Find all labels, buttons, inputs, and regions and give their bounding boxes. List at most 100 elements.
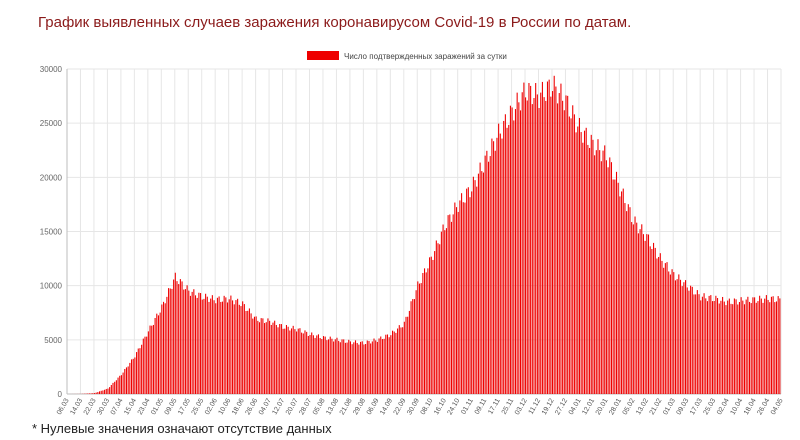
- bar: [730, 303, 732, 394]
- bar: [562, 100, 564, 395]
- bar: [555, 86, 557, 394]
- x-tick-label: 04.01: [568, 397, 583, 416]
- bar: [578, 117, 581, 394]
- bar: [215, 303, 217, 394]
- bar: [127, 366, 129, 394]
- x-tick-label: 29.08: [352, 397, 367, 416]
- legend-label: Число подтвержденных заражений за сутки: [344, 52, 507, 61]
- bars: [68, 75, 781, 395]
- bar: [759, 295, 761, 394]
- bar: [280, 324, 282, 394]
- bar: [546, 81, 549, 394]
- bar: [255, 316, 257, 394]
- bar: [587, 144, 589, 394]
- bar: [425, 272, 427, 394]
- bar: [193, 289, 195, 394]
- y-tick-label: 20000: [40, 173, 63, 182]
- bar: [624, 203, 626, 394]
- bar: [361, 341, 363, 394]
- bar: [743, 304, 746, 394]
- bar: [235, 300, 237, 394]
- bar: [740, 297, 742, 394]
- bar: [444, 230, 446, 394]
- bar: [752, 297, 754, 394]
- bar: [572, 105, 574, 394]
- bar: [442, 224, 444, 394]
- bar: [673, 272, 675, 394]
- bar: [523, 82, 525, 395]
- bar: [621, 191, 623, 394]
- bar: [356, 343, 358, 394]
- bar: [607, 167, 609, 394]
- bar: [210, 298, 212, 394]
- bar: [159, 312, 161, 394]
- bar: [152, 324, 154, 394]
- bar: [676, 279, 678, 394]
- bar: [429, 257, 431, 394]
- bar: [130, 359, 133, 394]
- bar: [486, 150, 488, 394]
- bar: [713, 300, 715, 394]
- bar: [733, 298, 735, 394]
- bar: [496, 137, 498, 394]
- x-tick-label: 27.12: [554, 397, 569, 416]
- bar: [686, 287, 688, 394]
- bar: [168, 288, 170, 394]
- bar: [344, 342, 346, 394]
- bar: [754, 297, 756, 394]
- bar: [183, 289, 185, 394]
- bar: [705, 298, 707, 394]
- bar: [304, 330, 306, 394]
- bar: [245, 310, 247, 394]
- bar: [405, 316, 407, 394]
- bar: [528, 82, 530, 394]
- bar: [509, 105, 511, 395]
- bar: [533, 98, 535, 394]
- bar: [711, 301, 714, 394]
- bar: [267, 318, 269, 394]
- bar: [466, 188, 468, 394]
- bar: [666, 262, 668, 394]
- bar: [333, 341, 335, 394]
- bar: [161, 304, 163, 394]
- bar: [651, 248, 653, 394]
- bar: [98, 391, 101, 394]
- bar: [459, 200, 461, 394]
- bar: [395, 332, 397, 394]
- bar: [573, 114, 575, 394]
- x-tick-label: 16.10: [433, 397, 448, 416]
- bar: [390, 335, 392, 394]
- bar: [258, 322, 261, 394]
- bar: [560, 83, 562, 395]
- bar: [311, 332, 313, 394]
- bar: [738, 302, 740, 394]
- bar: [169, 288, 171, 394]
- x-tick-label: 09.11: [474, 397, 489, 415]
- bar: [346, 342, 348, 394]
- bar: [223, 295, 225, 394]
- bar: [277, 327, 279, 394]
- bar: [201, 299, 203, 394]
- bar: [732, 304, 734, 394]
- bar: [139, 348, 141, 394]
- bar: [248, 308, 250, 394]
- bar: [397, 328, 399, 394]
- bar: [764, 298, 766, 394]
- bar: [530, 85, 532, 395]
- bar: [659, 253, 661, 394]
- bar: [162, 301, 165, 394]
- bar: [144, 336, 146, 394]
- bar: [151, 325, 153, 394]
- bar: [735, 299, 737, 394]
- x-tick-label: 07.04: [110, 397, 125, 416]
- bar: [653, 242, 655, 394]
- bar: [514, 109, 517, 395]
- bar: [422, 272, 424, 394]
- bar: [360, 341, 362, 394]
- y-tick-label: 30000: [40, 65, 63, 74]
- bar: [550, 96, 552, 395]
- y-tick-label: 10000: [40, 282, 63, 291]
- bar: [176, 281, 178, 394]
- bar: [649, 246, 651, 394]
- bar: [693, 294, 695, 394]
